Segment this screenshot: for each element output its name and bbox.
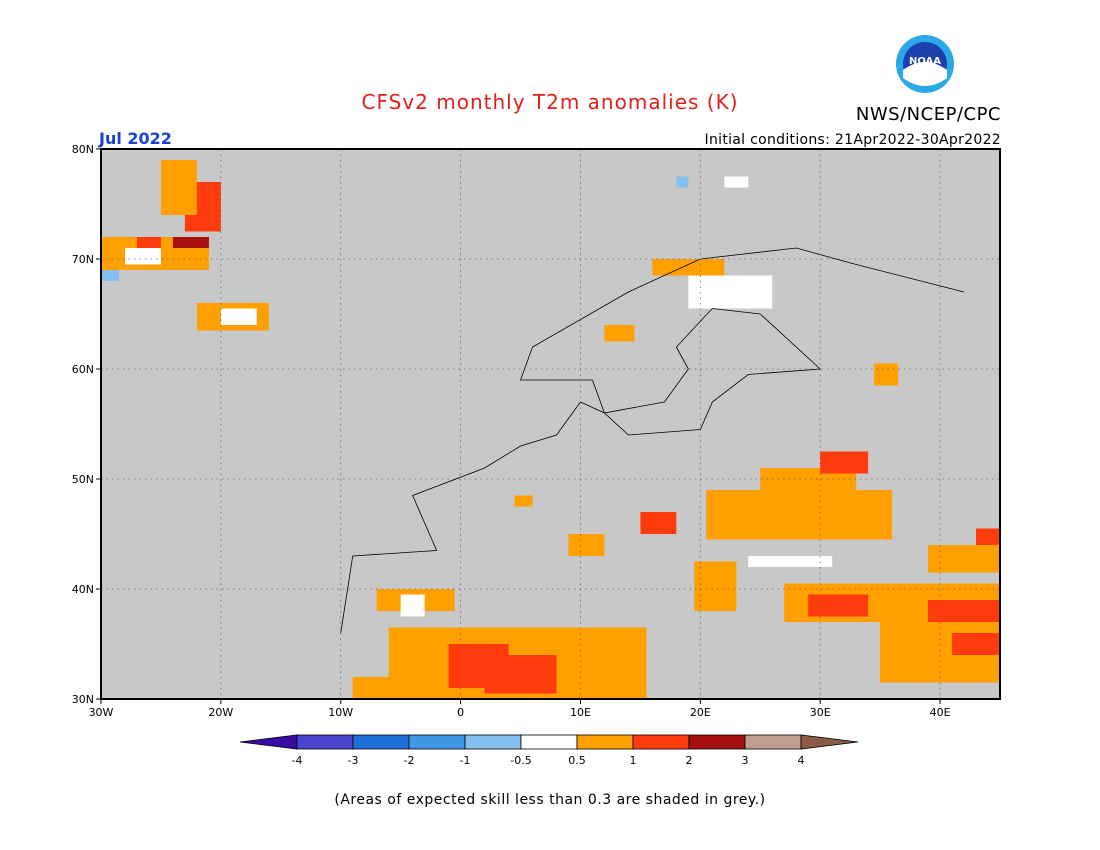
anomaly-cell — [820, 451, 869, 474]
anomaly-cell — [101, 270, 119, 281]
colorbar-swatch — [744, 734, 802, 750]
svg-text:NOAA: NOAA — [909, 56, 941, 67]
lat-tick-label: 70N — [72, 253, 94, 266]
anomaly-cell — [874, 363, 899, 386]
colorbar-label: -4 — [292, 754, 303, 767]
colorbar-swatch — [408, 734, 466, 750]
anomaly-cell — [928, 600, 1000, 622]
anomaly-cell — [172, 237, 209, 248]
initial-conditions: Initial conditions: 21Apr2022-30Apr2022 — [704, 132, 1001, 148]
colorbar-swatch — [352, 734, 410, 750]
colorbar-swatch — [576, 734, 634, 750]
colorbar-label: -2 — [404, 754, 415, 767]
agency-label: NWS/NCEP/CPC — [855, 104, 1001, 125]
anomaly-cell — [694, 561, 737, 611]
anomaly-cell — [706, 490, 893, 540]
map-title: CFSv2 monthly T2m anomalies (K) — [361, 90, 739, 114]
anomaly-cell — [160, 160, 197, 215]
lat-tick-label: 30N — [72, 693, 94, 706]
anomaly-cell — [568, 534, 605, 556]
anomaly-cell — [124, 248, 161, 265]
colorbar-swatch — [464, 734, 522, 750]
lon-tick-label: 40E — [930, 706, 951, 719]
lon-tick-label: 10E — [570, 706, 591, 719]
colorbar-label: 4 — [798, 754, 805, 767]
lon-tick-label: 10W — [328, 706, 353, 719]
anomaly-cell — [400, 594, 425, 617]
forecast-month: Jul 2022 — [99, 129, 172, 148]
anomaly-cell — [688, 275, 773, 309]
colorbar-swatch — [632, 734, 690, 750]
anomaly-cell — [724, 176, 749, 188]
anomaly-cell — [640, 512, 677, 534]
noaa-logo-icon: NOAA — [895, 34, 955, 94]
lon-tick-label: 30W — [89, 706, 114, 719]
lat-tick-label: 50N — [72, 473, 94, 486]
lat-tick-label: 80N — [72, 143, 94, 156]
colorbar-label: 3 — [742, 754, 749, 767]
lon-tick-label: 20W — [208, 706, 233, 719]
lon-tick-label: 20E — [690, 706, 711, 719]
anomaly-cell — [952, 633, 1000, 655]
anomaly-cell — [220, 308, 257, 325]
anomaly-cell — [352, 677, 401, 699]
anomaly-cell — [652, 259, 725, 276]
colorbar-min-arrow — [239, 734, 298, 750]
lon-tick-label: 0 — [457, 706, 464, 719]
anomaly-cell — [562, 633, 605, 666]
colorbar-swatch — [296, 734, 354, 750]
colorbar-swatch — [688, 734, 746, 750]
colorbar-label: 0.5 — [568, 754, 586, 767]
anomaly-cell — [748, 556, 833, 567]
lat-tick-label: 60N — [72, 363, 94, 376]
colorbar-label: 1 — [630, 754, 637, 767]
anomaly-cell — [676, 176, 689, 188]
anomaly-cell — [604, 325, 635, 342]
colorbar-label: 2 — [686, 754, 693, 767]
anomaly-cell — [484, 655, 557, 694]
lon-tick-label: 30E — [810, 706, 831, 719]
colorbar-label: -1 — [460, 754, 471, 767]
colorbar-label: -0.5 — [510, 754, 531, 767]
lat-tick-label: 40N — [72, 583, 94, 596]
anomaly-cell — [976, 528, 1000, 545]
anomaly-cell — [514, 495, 533, 507]
anomaly-cell — [928, 545, 1000, 573]
map-frame — [100, 148, 1001, 700]
footnote: (Areas of expected skill less than 0.3 a… — [334, 792, 766, 808]
colorbar-swatch — [520, 734, 578, 750]
colorbar-max-arrow — [800, 734, 859, 750]
colorbar-label: -3 — [348, 754, 359, 767]
anomaly-cell — [808, 594, 869, 617]
